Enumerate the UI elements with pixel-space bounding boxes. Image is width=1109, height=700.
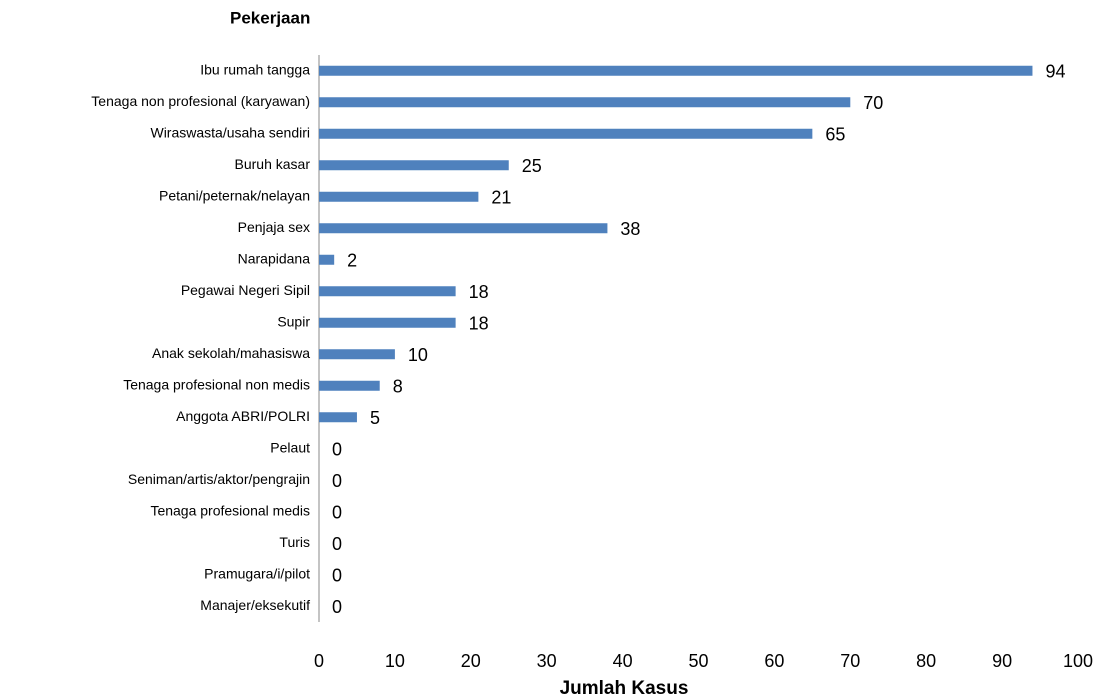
- x-tick-label: 0: [314, 651, 324, 671]
- bar: [319, 286, 456, 297]
- y-tick-label: Pegawai Negeri Sipil: [181, 282, 310, 298]
- data-label: 0: [332, 471, 342, 491]
- data-label: 0: [332, 503, 342, 523]
- bar: [319, 317, 456, 328]
- data-label: 21: [491, 188, 511, 208]
- x-tick-label: 80: [916, 651, 936, 671]
- x-tick-label: 20: [461, 651, 481, 671]
- bar: [319, 97, 851, 108]
- y-tick-label: Anggota ABRI/POLRI: [176, 408, 310, 424]
- y-tick-label: Anak sekolah/mahasiswa: [152, 345, 310, 361]
- bar: [319, 191, 479, 202]
- data-label: 10: [408, 345, 428, 365]
- bar: [319, 380, 380, 391]
- data-label: 0: [332, 534, 342, 554]
- chart-title: Pekerjaan: [230, 8, 310, 27]
- x-tick-label: 90: [992, 651, 1012, 671]
- y-tick-label: Narapidana: [238, 250, 311, 266]
- data-label: 0: [332, 566, 342, 586]
- bar: [319, 65, 1033, 76]
- y-tick-label: Wiraswasta/usaha sendiri: [150, 124, 310, 140]
- bar: [319, 128, 813, 139]
- bar: [319, 349, 395, 360]
- bar: [319, 254, 335, 265]
- data-label: 18: [469, 314, 489, 334]
- y-tick-label: Tenaga profesional medis: [150, 502, 310, 518]
- data-label: 2: [347, 251, 357, 271]
- x-tick-label: 30: [537, 651, 557, 671]
- y-tick-label: Pelaut: [270, 439, 310, 455]
- y-tick-label: Pramugara/i/pilot: [204, 565, 310, 581]
- y-tick-label: Ibu rumah tangga: [200, 61, 310, 77]
- x-axis-label: Jumlah Kasus: [560, 678, 689, 699]
- bar: [319, 160, 509, 171]
- y-tick-label: Tenaga non profesional (karyawan): [91, 93, 310, 109]
- data-label: 8: [393, 377, 403, 397]
- data-label: 18: [469, 282, 489, 302]
- y-tick-label: Manajer/eksekutif: [200, 597, 310, 613]
- y-tick-label: Tenaga profesional non medis: [123, 376, 310, 392]
- y-tick-label: Petani/peternak/nelayan: [159, 187, 310, 203]
- y-tick-label: Penjaja sex: [238, 219, 310, 235]
- x-tick-label: 40: [613, 651, 633, 671]
- x-tick-label: 70: [840, 651, 860, 671]
- x-tick-label: 100: [1063, 651, 1093, 671]
- y-tick-label: Turis: [279, 534, 310, 550]
- data-label: 0: [332, 597, 342, 617]
- x-tick-label: 10: [385, 651, 405, 671]
- x-tick-label: 60: [764, 651, 784, 671]
- data-label: 94: [1045, 62, 1065, 82]
- data-label: 38: [620, 219, 640, 239]
- bar: [319, 412, 357, 423]
- x-tick-label: 50: [688, 651, 708, 671]
- data-label: 65: [825, 125, 845, 145]
- data-label: 25: [522, 156, 542, 176]
- data-label: 70: [863, 93, 883, 113]
- data-label: 0: [332, 440, 342, 460]
- data-label: 5: [370, 408, 380, 428]
- y-tick-label: Supir: [277, 313, 310, 329]
- y-tick-label: Seniman/artis/aktor/pengrajin: [128, 471, 310, 487]
- y-tick-label: Buruh kasar: [235, 156, 311, 172]
- bar: [319, 223, 608, 234]
